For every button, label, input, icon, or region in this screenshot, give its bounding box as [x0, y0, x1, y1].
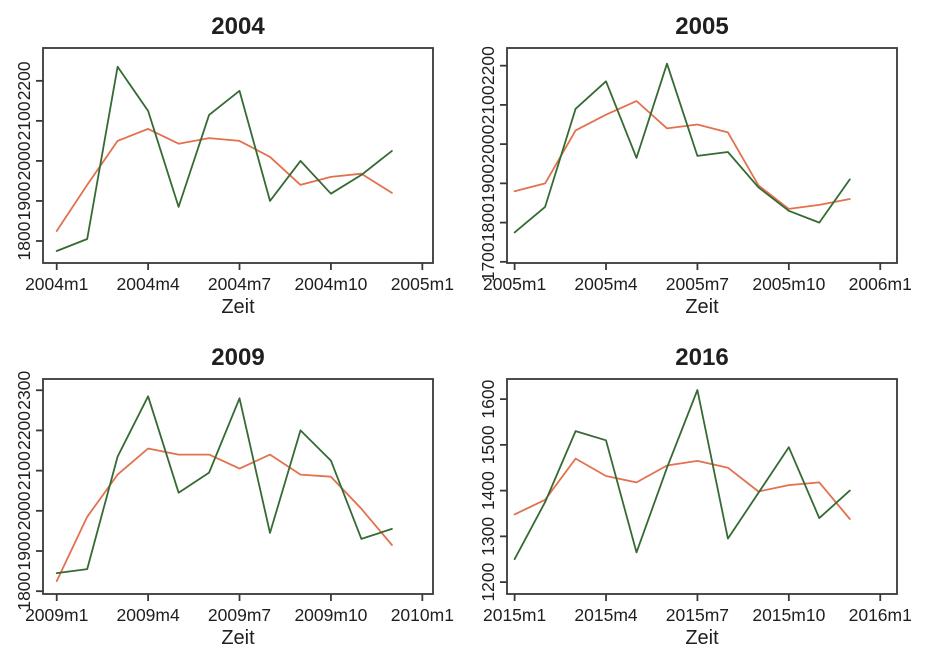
y-tick-label: 1500: [478, 425, 498, 464]
x-tick-label: 2009m1: [25, 605, 88, 625]
series-line-orange: [55, 447, 393, 583]
y-tick-label: 1200: [478, 562, 498, 601]
x-tick-label: 2009m4: [116, 605, 180, 625]
y-tick-label: 2100: [478, 85, 498, 124]
plot-box: [42, 378, 434, 595]
x-tick-label: 2005m1: [483, 274, 546, 294]
x-axis-label: Zeit: [685, 627, 719, 649]
chart-title: 2016: [675, 344, 728, 371]
y-tick-label: 1400: [478, 471, 498, 510]
y-tick-label: 2200: [14, 61, 34, 100]
x-tick-label: 2009m7: [208, 605, 271, 625]
chart-title: 2005: [675, 13, 728, 40]
x-tick-label: 2015m1: [483, 605, 546, 625]
panel-2016: 2016 1200 1300 1400 1500 1600 2015m1 2015m4 2015…: [464, 331, 928, 662]
x-tick-label: 2005m1: [391, 274, 454, 294]
y-tick-label: 1900: [14, 531, 34, 570]
x-tick-label: 2004m10: [294, 274, 367, 294]
x-tick-label: 2009m10: [294, 605, 367, 625]
chart-title: 2009: [211, 344, 264, 371]
series-line-green: [55, 395, 393, 575]
x-axis-label: Zeit: [221, 627, 255, 649]
x-axis-label: Zeit: [221, 296, 255, 318]
x-axis-label: Zeit: [685, 296, 719, 318]
x-tick-label: 2016m1: [849, 605, 912, 625]
x-tick-label: 2005m10: [752, 274, 825, 294]
series-line-green: [513, 62, 851, 234]
chart-title: 2004: [211, 13, 265, 40]
y-tick-label: 1700: [478, 242, 498, 281]
x-tick-label: 2006m1: [849, 274, 912, 294]
x-tick-label: 2004m4: [116, 274, 180, 294]
y-tick-label: 1300: [478, 517, 498, 556]
y-tick-label: 2000: [14, 491, 34, 530]
y-tick-label: 1800: [14, 221, 34, 260]
x-tick-label: 2004m7: [208, 274, 271, 294]
y-tick-label: 2100: [14, 101, 34, 140]
series-line-green: [513, 389, 851, 561]
y-tick-label: 2000: [478, 124, 498, 163]
series-line-orange: [513, 457, 851, 520]
y-tick-label: 2200: [478, 46, 498, 85]
y-tick-label: 1800: [478, 203, 498, 242]
x-tick-label: 2015m4: [574, 605, 638, 625]
y-tick-label: 2100: [14, 451, 34, 490]
y-tick-label: 2300: [14, 371, 34, 410]
x-tick-label: 2005m4: [574, 274, 638, 294]
y-tick-label: 2000: [14, 141, 34, 180]
y-tick-label: 2200: [14, 411, 34, 450]
panel-2009: 2009 1800 1900 2000 2100 2200 2300 2009m1 2009m4…: [0, 331, 464, 662]
x-tick-label: 2015m10: [752, 605, 825, 625]
x-tick-label: 2004m1: [25, 274, 88, 294]
series-line-orange: [513, 100, 851, 210]
x-tick-label: 2015m7: [666, 605, 729, 625]
x-tick-label: 2005m7: [666, 274, 729, 294]
y-tick-label: 1600: [478, 379, 498, 418]
series-line-orange: [55, 127, 393, 232]
series-line-green: [55, 65, 393, 252]
y-tick-label: 1800: [14, 571, 34, 610]
panel-2005: 2005 1700 1800 1900 2000 2100 2200 2005m1 2005m4…: [464, 0, 928, 331]
chart-2016: 2016 1200 1300 1400 1500 1600 2015m1 2015m4 2015…: [478, 344, 912, 649]
y-tick-label: 1900: [478, 164, 498, 203]
x-tick-label: 2010m1: [391, 605, 454, 625]
panel-2004: 2004 1800 1900 2000 2100 2200 2004m1 2004m4 2004…: [0, 0, 464, 331]
y-tick-label: 1900: [14, 181, 34, 220]
